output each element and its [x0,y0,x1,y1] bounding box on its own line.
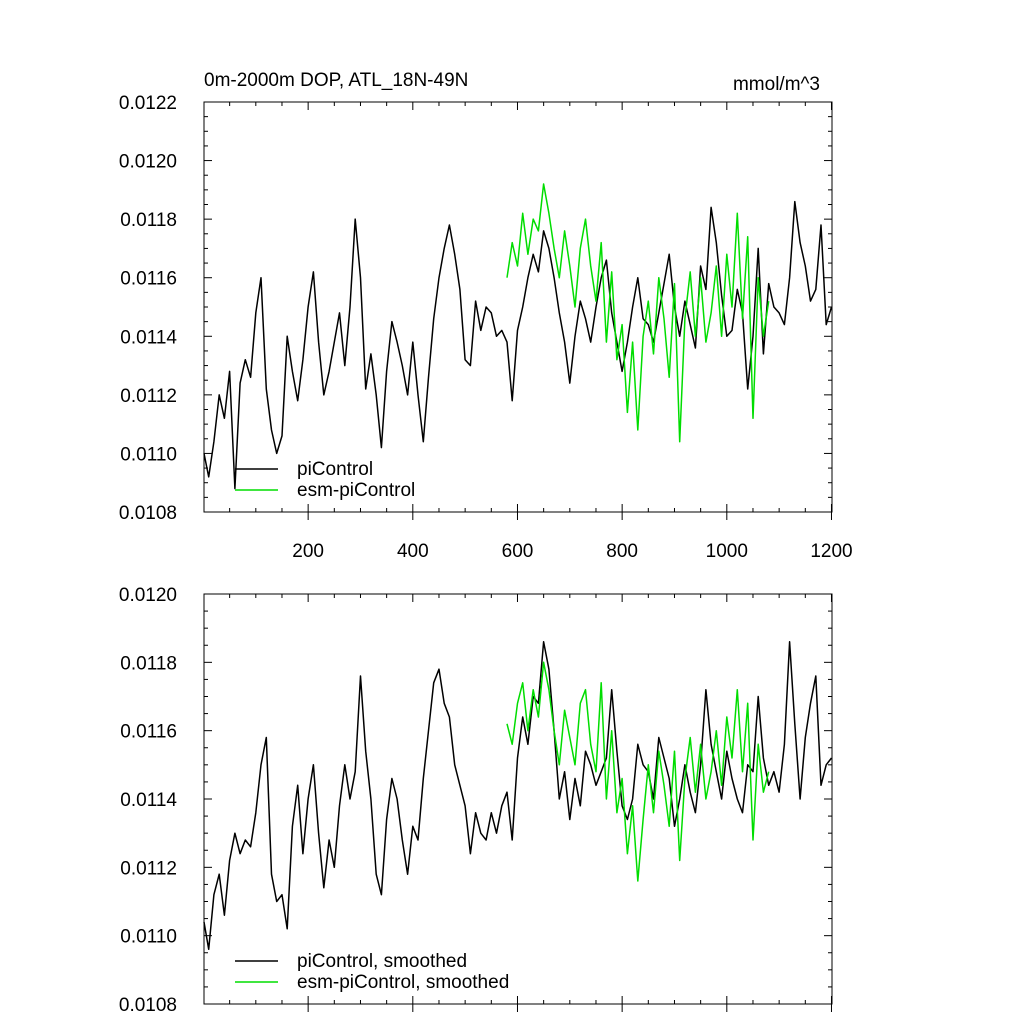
y-tick-label: 0.0116 [120,269,177,290]
legend-label: esm-piControl, smoothed [297,972,509,993]
legend-label: esm-piControl [297,480,415,501]
y-tick-label: 0.0114 [120,327,177,348]
chart-title: 0m-2000m DOP, ATL_18N-49N [204,70,468,91]
legend-label: piControl [297,459,373,480]
series-line-picontrol [203,641,833,951]
y-tick-label: 0.0118 [120,210,177,231]
top-panel: 0m-2000m DOP, ATL_18N-49N mmol/m^3 0.010… [119,70,853,562]
y-tick-label: 0.0108 [119,503,177,524]
y-tick-label: 0.0114 [120,790,177,811]
x-tick-label: 200 [292,541,324,562]
units-label: mmol/m^3 [733,74,820,95]
y-tick-label: 0.0110 [120,444,177,465]
series-line-picontrol [203,200,833,490]
x-tick-label: 400 [397,541,429,562]
y-tick-label: 0.0112 [120,386,177,407]
bottom-panel: 0.0108 0.0110 0.0112 0.0114 0.0116 0.0118 0.01… [119,585,833,1016]
y-tick-label: 0.0112 [120,858,177,879]
y-tick-label: 0.0118 [120,653,177,674]
x-tick-label: 800 [606,541,638,562]
y-tick-label: 0.0122 [119,93,177,114]
y-tick-label: 0.0120 [119,152,177,173]
series-line-esm-picontrol [506,183,770,443]
series-line-esm-picontrol [506,661,770,882]
x-tick-label: 600 [502,541,534,562]
y-tick-label: 0.0120 [119,585,177,606]
y-tick-label: 0.0110 [120,927,177,948]
plot-frame [203,101,833,513]
y-tick-label: 0.0116 [120,722,177,743]
legend-label: piControl, smoothed [297,951,467,972]
x-tick-label: 1200 [810,541,852,562]
y-tick-label: 0.0108 [119,995,177,1016]
x-tick-label: 1000 [706,541,748,562]
